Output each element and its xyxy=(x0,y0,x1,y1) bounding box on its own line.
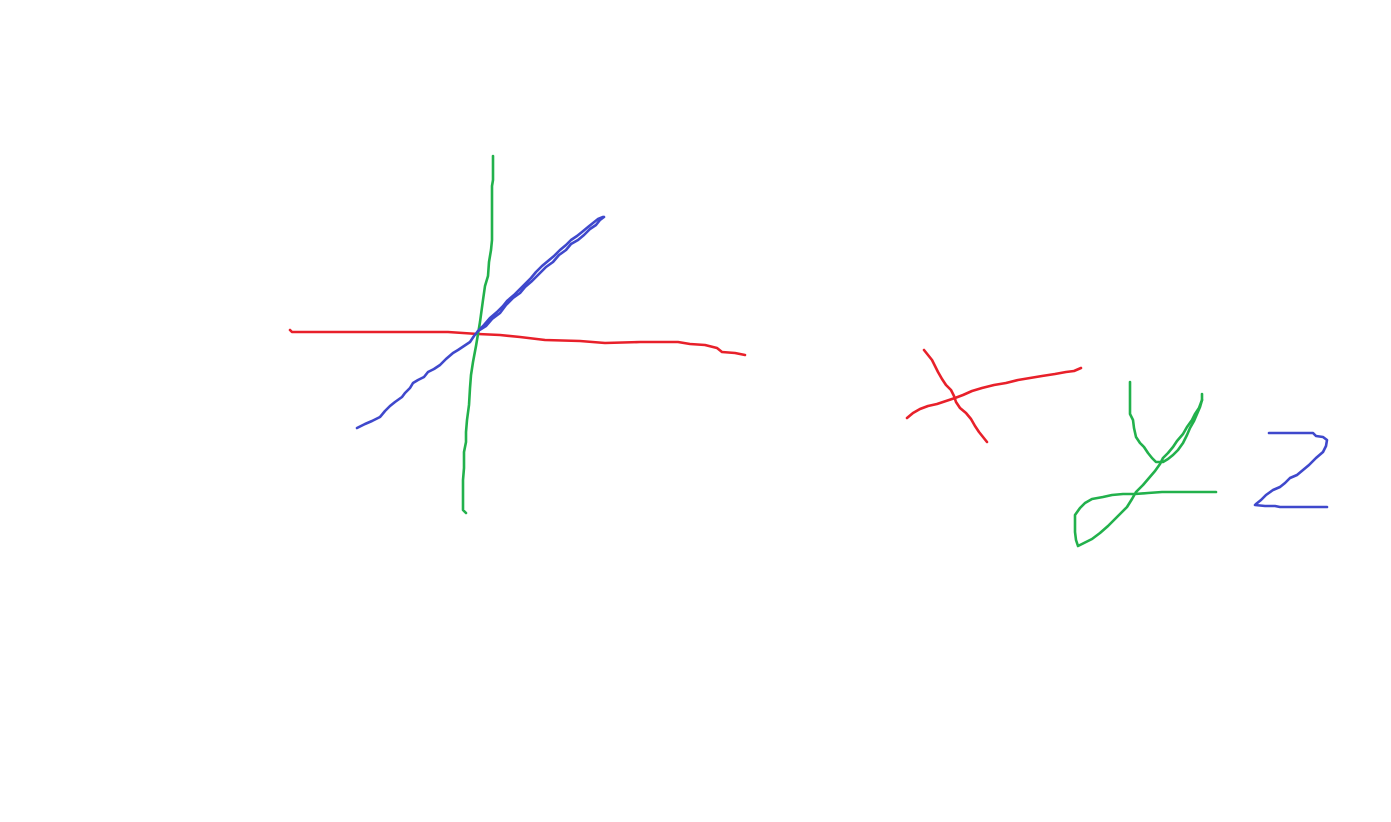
z-letter-stroke xyxy=(1255,433,1327,507)
x-axis-line xyxy=(290,330,745,355)
axis-legend xyxy=(907,350,1327,546)
legend-x-letter xyxy=(907,350,1081,442)
legend-z-letter xyxy=(1255,433,1327,507)
x-letter-stroke-2 xyxy=(924,350,987,442)
x-letter-stroke-1 xyxy=(907,368,1081,418)
coordinate-axes xyxy=(290,156,745,513)
z-axis-trace xyxy=(478,217,604,331)
legend-y-letter xyxy=(1075,382,1216,546)
